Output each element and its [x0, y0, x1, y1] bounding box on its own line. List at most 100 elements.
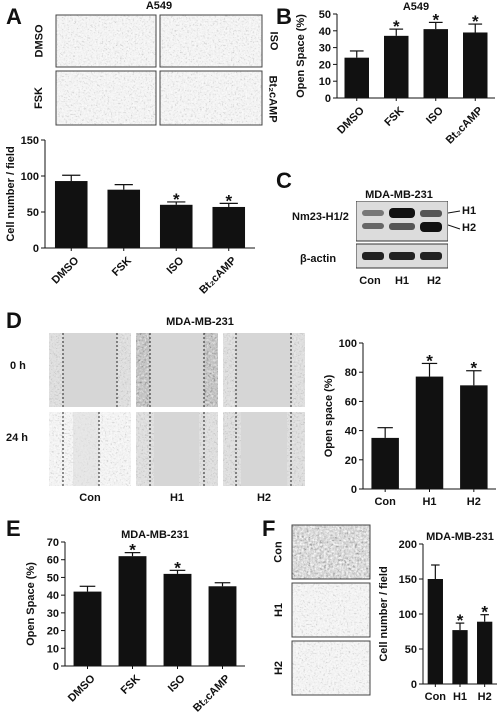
band-con-h1 — [362, 210, 384, 216]
chart-b-bar-iso — [423, 29, 448, 98]
chart-a-bar-bt-camp — [212, 206, 246, 248]
blot-label-nm23: Nm23-H1/2 — [292, 211, 349, 223]
chart-d-bar-con — [371, 437, 399, 489]
chart-a-bar-iso — [159, 204, 193, 248]
panel-letter-c: C — [276, 168, 292, 193]
band-h2-h2 — [420, 222, 442, 232]
chart-e-open-space: MDA-MB-231 0 10 20 30 40 50 60 70 Open Space (%) D… — [25, 529, 245, 714]
chart-f-title: MDA-MB-231 — [426, 531, 494, 543]
chart-f-xtick-label-h2: H2 — [478, 691, 492, 703]
micrograph-dmso — [56, 15, 156, 67]
chart-b-open-space: A549 0 10 20 30 40 50 Open Space (%) DMSO * FSK * IS… — [295, 1, 495, 146]
chart-a-ylabel: Cell number / field — [5, 146, 17, 241]
panel-a-micrograph-grid — [55, 14, 263, 126]
timepoint-label-0h: 0 h — [10, 360, 26, 372]
lane-label-h1: H1 — [394, 275, 410, 287]
chart-e-xtick-label-fsk: FSK — [119, 673, 143, 697]
chart-f-ytick-label-150: 150 — [399, 574, 417, 586]
chart-f-cell-number: MDA-MB-231 0 50 100 150 200 Cell number / fiel… — [378, 531, 497, 703]
chart-b-ytick-label-0: 0 — [325, 93, 331, 105]
chart-f-significance-h2: * — [481, 603, 488, 622]
f-row-label-h2: H2 — [273, 660, 285, 676]
panel-a-title: A549 — [145, 0, 173, 12]
col-label-bt2camp: Bt₂cAMP — [267, 75, 279, 123]
blot-label-actin: β-actin — [300, 253, 337, 265]
chart-e-significance-iso: * — [174, 558, 181, 577]
chart-d-ytick-label-20: 20 — [345, 455, 357, 467]
band-h1-actin — [389, 252, 415, 260]
scratch-con-24h — [49, 412, 131, 486]
panel-letter-d: D — [6, 308, 22, 333]
chart-a-xtick-label-fsk: FSK — [110, 255, 134, 279]
panel-letter-e: E — [6, 516, 21, 541]
chart-d-xtick-label-h1: H1 — [422, 496, 436, 508]
chart-e-ytick-label-0: 0 — [53, 661, 59, 673]
scratch-h1-0h — [136, 333, 218, 407]
panel-c-title: MDA-MB-231 — [365, 189, 433, 201]
chart-f-xtick-label-h1: H1 — [453, 691, 467, 703]
chart-e-ytick-label-30: 30 — [47, 608, 59, 620]
chart-e-title: MDA-MB-231 — [121, 529, 189, 541]
chart-b-ytick-label-30: 30 — [319, 43, 331, 55]
chart-f-bar-h1 — [452, 630, 468, 684]
chart-d-significance-h1: * — [426, 351, 433, 370]
scratch-col-label-con: Con — [79, 492, 101, 504]
row-label-dmso: DMSO — [33, 24, 45, 58]
scratch-h2-0h — [223, 333, 305, 407]
chart-b-significance-iso: * — [432, 10, 439, 29]
chart-f-ytick-label-0: 0 — [411, 679, 417, 691]
f-row-label-h1: H1 — [273, 602, 285, 618]
chart-e-xtick-label-iso: ISO — [166, 672, 188, 694]
chart-e-ytick-label-60: 60 — [47, 555, 59, 567]
lane-label-h2: H2 — [426, 275, 442, 287]
chart-e-ytick-label-70: 70 — [47, 537, 59, 549]
chart-e-ytick-label-10: 10 — [47, 643, 59, 655]
chart-e-ytick-label-40: 40 — [47, 590, 59, 602]
chart-d-significance-h2: * — [471, 359, 478, 378]
scratch-col-label-h1: H1 — [169, 492, 185, 504]
chart-a-xtick-label-bt-camp: Bt₂cAMP — [197, 255, 239, 297]
chart-f-ylabel: Cell number / field — [378, 566, 390, 661]
micrograph-f-h2 — [292, 641, 370, 695]
chart-f-significance-h1: * — [457, 611, 464, 630]
chart-e-ylabel: Open Space (%) — [25, 562, 37, 646]
chart-a-ytick-label-0: 0 — [33, 243, 39, 255]
chart-d-ytick-label-0: 0 — [351, 484, 357, 496]
chart-b-ytick-label-20: 20 — [319, 59, 331, 71]
chart-d-xtick-label-con: Con — [374, 496, 396, 508]
chart-e-xtick-label-bt-camp: Bt₂cAMP — [191, 673, 233, 714]
micrograph-fsk — [56, 71, 156, 125]
chart-a-ytick-label-150: 150 — [21, 135, 39, 147]
chart-f-bar-h2 — [477, 621, 493, 684]
chart-a-ytick-label-100: 100 — [21, 171, 39, 183]
chart-d-ytick-label-40: 40 — [345, 426, 357, 438]
chart-b-xtick-label-dmso: DMSO — [335, 104, 367, 136]
chart-e-ytick-label-50: 50 — [47, 572, 59, 584]
chart-a-xtick-label-dmso: DMSO — [50, 254, 82, 286]
panel-f-micrograph-column — [291, 524, 371, 696]
western-blot — [356, 201, 448, 269]
band-label-h1: H1 — [462, 205, 477, 217]
chart-b-ylabel: Open Space (%) — [295, 14, 307, 98]
chart-f-bar-con — [427, 579, 443, 684]
chart-d-open-space: 0 20 40 60 80 100 Open space (%) Con * H1 * H2 — [323, 338, 496, 508]
chart-b-xtick-label-iso: ISO — [424, 104, 446, 126]
chart-e-ytick-label-20: 20 — [47, 626, 59, 638]
row-label-fsk: FSK — [33, 87, 45, 109]
chart-e-bar-iso — [163, 573, 192, 666]
micrograph-f-h1 — [292, 583, 370, 637]
chart-e-significance-fsk: * — [129, 541, 136, 560]
chart-d-xtick-label-h2: H2 — [467, 496, 481, 508]
chart-a-ytick-label-50: 50 — [27, 207, 39, 219]
chart-d-ytick-label-100: 100 — [339, 338, 357, 350]
chart-d-ylabel: Open space (%) — [323, 374, 335, 457]
chart-a-significance-bt-camp: * — [225, 191, 232, 210]
chart-f-ytick-label-100: 100 — [399, 609, 417, 621]
panel-letter-a: A — [6, 4, 22, 29]
chart-a-xtick-label-iso: ISO — [165, 254, 187, 276]
timepoint-label-24h: 24 h — [6, 432, 29, 444]
chart-b-ytick-label-10: 10 — [319, 76, 331, 88]
chart-f-ytick-label-200: 200 — [399, 539, 417, 551]
chart-e-xtick-label-dmso: DMSO — [66, 672, 98, 704]
panel-d-title: MDA-MB-231 — [166, 316, 234, 328]
